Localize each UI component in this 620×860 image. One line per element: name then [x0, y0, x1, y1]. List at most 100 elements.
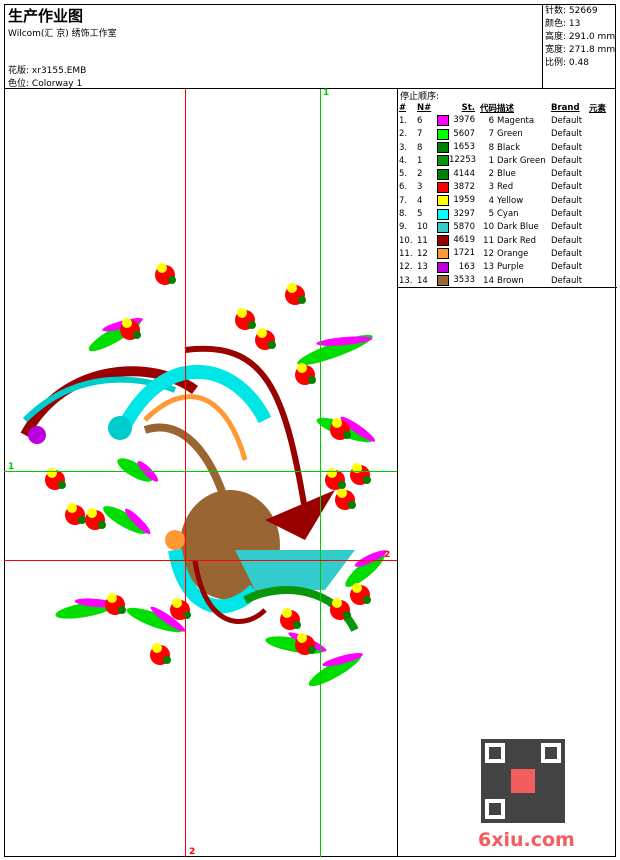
qr-module	[501, 819, 505, 823]
qr-module	[485, 795, 489, 799]
qr-module	[493, 739, 497, 743]
qr-module	[541, 739, 545, 743]
qr-module	[553, 815, 557, 819]
qr-module	[509, 739, 513, 743]
leaf-shape	[125, 508, 151, 535]
qr-module	[481, 803, 485, 807]
qr-module	[545, 783, 549, 787]
qr-module	[529, 747, 533, 751]
qr-module	[545, 815, 549, 819]
qr-module	[493, 751, 497, 755]
qr-module	[553, 747, 557, 751]
qr-module	[505, 763, 509, 767]
qr-module	[537, 795, 541, 799]
qr-module	[493, 803, 497, 807]
qr-module	[549, 763, 553, 767]
qr-module	[553, 763, 557, 767]
qr-module	[529, 751, 533, 755]
qr-module	[497, 739, 501, 743]
qr-module	[529, 803, 533, 807]
qr-module	[481, 759, 485, 763]
phoenix-head	[165, 530, 185, 550]
qr-code	[481, 739, 565, 823]
qr-module	[533, 811, 537, 815]
flower-leaf	[268, 341, 276, 349]
qr-module	[517, 815, 521, 819]
flower-leaf	[348, 501, 356, 509]
colorway-line: 色位: Colorway 1	[8, 79, 83, 89]
qr-module	[509, 747, 513, 751]
right-panel: 停止顺序: # N# St. 代码 描述 Brand 元素 1. 6 3976 6 Magenta D…	[397, 89, 617, 857]
qr-module	[501, 771, 505, 775]
qr-module	[505, 807, 509, 811]
qr-module	[561, 739, 565, 743]
qr-module	[513, 759, 517, 763]
qr-module	[557, 791, 561, 795]
qr-module	[493, 795, 497, 799]
flower-leaf	[308, 376, 316, 384]
qr-module	[525, 759, 529, 763]
qr-module	[481, 779, 485, 783]
qr-module	[481, 791, 485, 795]
qr-module	[553, 767, 557, 771]
qr-module	[509, 815, 513, 819]
qr-module	[537, 759, 541, 763]
flower-leaf	[363, 476, 371, 484]
qr-module	[561, 779, 565, 783]
qr-module	[541, 771, 545, 775]
phoenix-detail	[265, 490, 335, 540]
qr-module	[517, 799, 521, 803]
qr-module	[525, 803, 529, 807]
qr-module	[505, 791, 509, 795]
qr-module	[481, 811, 485, 815]
qr-module	[481, 787, 485, 791]
qr-module	[557, 775, 561, 779]
flower-center	[352, 463, 362, 473]
qr-module	[525, 763, 529, 767]
qr-module	[533, 799, 537, 803]
qr-module	[485, 779, 489, 783]
qr-module	[537, 803, 541, 807]
qr-module	[493, 787, 497, 791]
qr-module	[553, 739, 557, 743]
qr-module	[489, 783, 493, 787]
qr-module	[557, 783, 561, 787]
qr-module	[561, 763, 565, 767]
flower-center	[257, 328, 267, 338]
qr-module	[557, 815, 561, 819]
qr-module	[545, 771, 549, 775]
qr-module	[521, 759, 525, 763]
qr-module	[525, 743, 529, 747]
table-row: 8. 5 3297 5 Cyan Default	[399, 208, 583, 220]
flower-leaf	[293, 621, 301, 629]
qr-module	[525, 747, 529, 751]
qr-module	[513, 751, 517, 755]
qr-module	[509, 799, 513, 803]
qr-module	[557, 779, 561, 783]
qr-module	[545, 767, 549, 771]
qr-module	[541, 807, 545, 811]
qr-module	[505, 751, 509, 755]
qr-module	[545, 799, 549, 803]
qr-module	[497, 811, 501, 815]
qr-module	[521, 815, 525, 819]
qr-module	[489, 771, 493, 775]
qr-module	[509, 743, 513, 747]
qr-module	[481, 747, 485, 751]
qr-module	[557, 787, 561, 791]
flower-leaf	[343, 431, 351, 439]
qr-module	[553, 819, 557, 823]
leaf-shape	[103, 506, 147, 534]
colorway-value: Colorway 1	[31, 79, 83, 89]
qr-module	[561, 775, 565, 779]
qr-module	[561, 759, 565, 763]
qr-module	[549, 819, 553, 823]
qr-module	[557, 819, 561, 823]
qr-module	[545, 819, 549, 823]
qr-module	[525, 751, 529, 755]
qr-module	[513, 763, 517, 767]
qr-module	[545, 795, 549, 799]
qr-module	[497, 763, 501, 767]
info-row: 颜色: 13	[545, 19, 581, 29]
guide-h2	[4, 560, 397, 561]
